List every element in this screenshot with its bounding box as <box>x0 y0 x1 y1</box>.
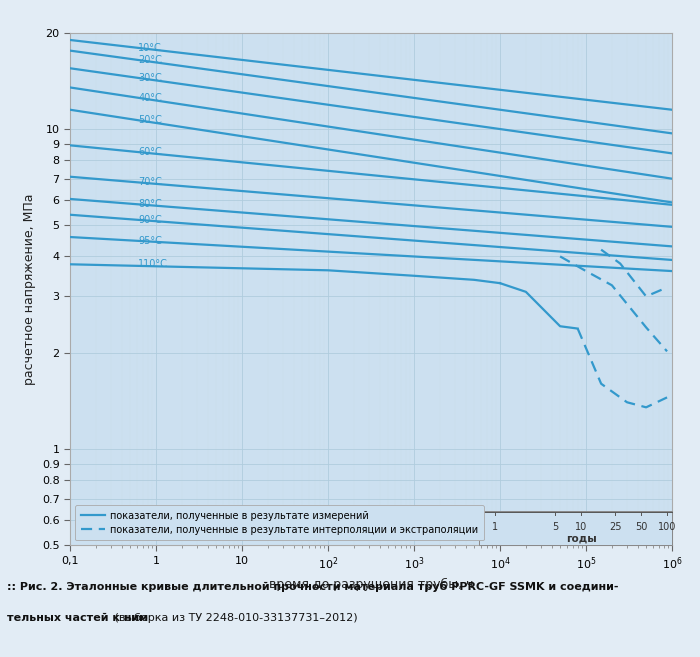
Bar <box>479 511 672 545</box>
Text: 10: 10 <box>575 522 587 532</box>
Text: 95°C: 95°C <box>138 236 162 246</box>
Text: 100: 100 <box>658 522 676 532</box>
Text: 60°C: 60°C <box>138 147 162 157</box>
Text: 110°C: 110°C <box>138 260 168 269</box>
Text: годы: годы <box>566 533 596 543</box>
X-axis label: время до разрушения трубы, ч: время до разрушения трубы, ч <box>269 578 473 591</box>
Text: 10°C: 10°C <box>138 43 162 53</box>
Text: 50: 50 <box>635 522 648 532</box>
Text: 50°C: 50°C <box>138 115 162 125</box>
Y-axis label: расчетное напряжение, МПа: расчетное напряжение, МПа <box>23 193 36 385</box>
Text: :: Рис. 2. Эталонные кривые длительной прочности материала труб PPRC-GF SSMK и с: :: Рис. 2. Эталонные кривые длительной п… <box>7 581 619 592</box>
Text: 25: 25 <box>609 522 622 532</box>
Text: 40°C: 40°C <box>138 93 162 102</box>
Legend: показатели, полученные в результате измерений, показатели, полученные в результа: показатели, полученные в результате изме… <box>75 505 484 541</box>
Text: 20°C: 20°C <box>138 55 162 65</box>
Text: 5: 5 <box>552 522 559 532</box>
Text: 70°C: 70°C <box>138 177 162 187</box>
Text: 80°C: 80°C <box>138 199 162 210</box>
Text: 1: 1 <box>492 522 498 532</box>
Text: тельных частей к ним: тельных частей к ним <box>7 613 148 623</box>
Text: 30°C: 30°C <box>138 73 162 83</box>
Text: (выборка из ТУ 2248-010-33137731–2012): (выборка из ТУ 2248-010-33137731–2012) <box>111 613 357 623</box>
Text: 90°C: 90°C <box>138 215 162 225</box>
